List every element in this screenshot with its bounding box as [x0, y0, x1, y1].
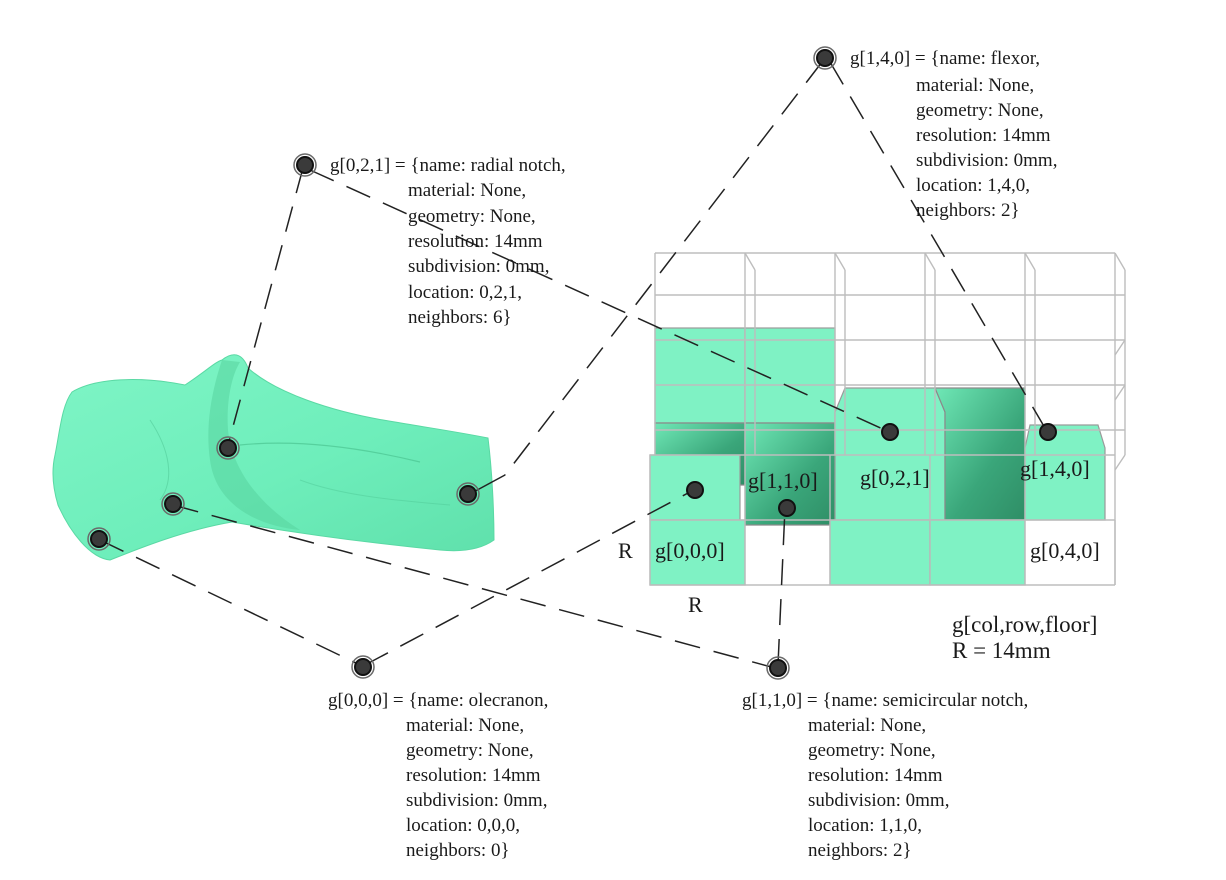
ulna-bone-shape [52, 354, 495, 561]
node-grid-g021 [881, 423, 899, 441]
voxel-cell-side [934, 387, 1026, 521]
annotation-header: g[1,1,0] = {name: semicircular notch, [742, 690, 1028, 711]
annotation-line: resolution: 14mm [808, 765, 943, 786]
node-bone-left [90, 530, 108, 548]
legend-notation: g[col,row,floor] [952, 612, 1097, 637]
voxel-cell [744, 327, 836, 424]
annotation-line: subdivision: 0mm, [406, 790, 547, 811]
annotation-line: location: 0,0,0, [406, 815, 520, 836]
annotation-line: geometry: None, [808, 740, 936, 761]
annotation-line: resolution: 14mm [916, 125, 1051, 146]
cell-label-g021: g[0,2,1] [860, 465, 930, 490]
legend-resolution: R = 14mm [952, 638, 1051, 663]
annotation-g110: g[1,1,0] = {name: semicircular notch, ma… [742, 690, 1028, 861]
voxel-cell [654, 327, 746, 424]
nodes [87, 46, 1057, 680]
annotation-line: material: None, [808, 715, 926, 736]
node-g021-top [296, 156, 314, 174]
annotation-line: material: None, [916, 75, 1034, 96]
annotation-line: subdivision: 0mm, [916, 150, 1057, 171]
cell-label-g140: g[1,4,0] [1020, 456, 1090, 481]
cell-labels: g[0,0,0] g[1,1,0] g[0,2,1] g[1,4,0] g[0,… [618, 456, 1100, 617]
annotation-line: geometry: None, [406, 740, 534, 761]
annotation-line: resolution: 14mm [408, 231, 543, 252]
annotation-header: g[0,2,1] = {name: radial notch, [330, 155, 566, 176]
annotation-line: geometry: None, [916, 100, 1044, 121]
annotation-line: neighbors: 6} [408, 307, 512, 328]
annotation-line: location: 1,4,0, [916, 175, 1030, 196]
axis-label-r-side: R [618, 538, 633, 563]
annotation-header: g[0,0,0] = {name: olecranon, [328, 690, 548, 711]
annotation-line: material: None, [406, 715, 524, 736]
node-g140-top [816, 49, 834, 67]
annotation-g000: g[0,0,0] = {name: olecranon, material: N… [328, 690, 548, 861]
node-grid-g000 [686, 481, 704, 499]
node-bone-right [459, 485, 477, 503]
cell-label-g110: g[1,1,0] [748, 468, 818, 493]
node-grid-g110 [778, 499, 796, 517]
node-g000-bottom [354, 658, 372, 676]
annotation-line: material: None, [408, 180, 526, 201]
annotation-g021: g[0,2,1] = {name: radial notch, material… [330, 155, 566, 328]
annotation-line: subdivision: 0mm, [408, 256, 549, 277]
annotation-line: neighbors: 2} [808, 840, 912, 861]
voxel-cells [649, 327, 1106, 586]
axis-label-r-bottom: R [688, 592, 703, 617]
cell-label-g000: g[0,0,0] [655, 538, 725, 563]
voxel-cell [834, 387, 946, 521]
node-bone-top [219, 439, 237, 457]
node-g110-bottom [769, 659, 787, 677]
leader-lines [99, 61, 1046, 669]
annotation-line: neighbors: 0} [406, 840, 510, 861]
annotation-line: location: 0,2,1, [408, 282, 522, 303]
annotation-line: resolution: 14mm [406, 765, 541, 786]
annotation-line: subdivision: 0mm, [808, 790, 949, 811]
cell-label-g040: g[0,4,0] [1030, 538, 1100, 563]
annotation-line: geometry: None, [408, 206, 536, 227]
node-bone-mid [164, 495, 182, 513]
voxel-cell [829, 519, 931, 586]
annotation-header: g[1,4,0] = {name: flexor, [850, 48, 1040, 69]
annotation-line: location: 1,1,0, [808, 815, 922, 836]
voxel-cell [929, 519, 1026, 586]
annotation-line: neighbors: 2} [916, 200, 1020, 221]
legend: g[col,row,floor] R = 14mm [952, 612, 1097, 663]
voxel-grid-lines [649, 252, 1126, 586]
annotation-g140: g[1,4,0] = {name: flexor, material: None… [850, 48, 1057, 221]
node-grid-g140 [1039, 423, 1057, 441]
